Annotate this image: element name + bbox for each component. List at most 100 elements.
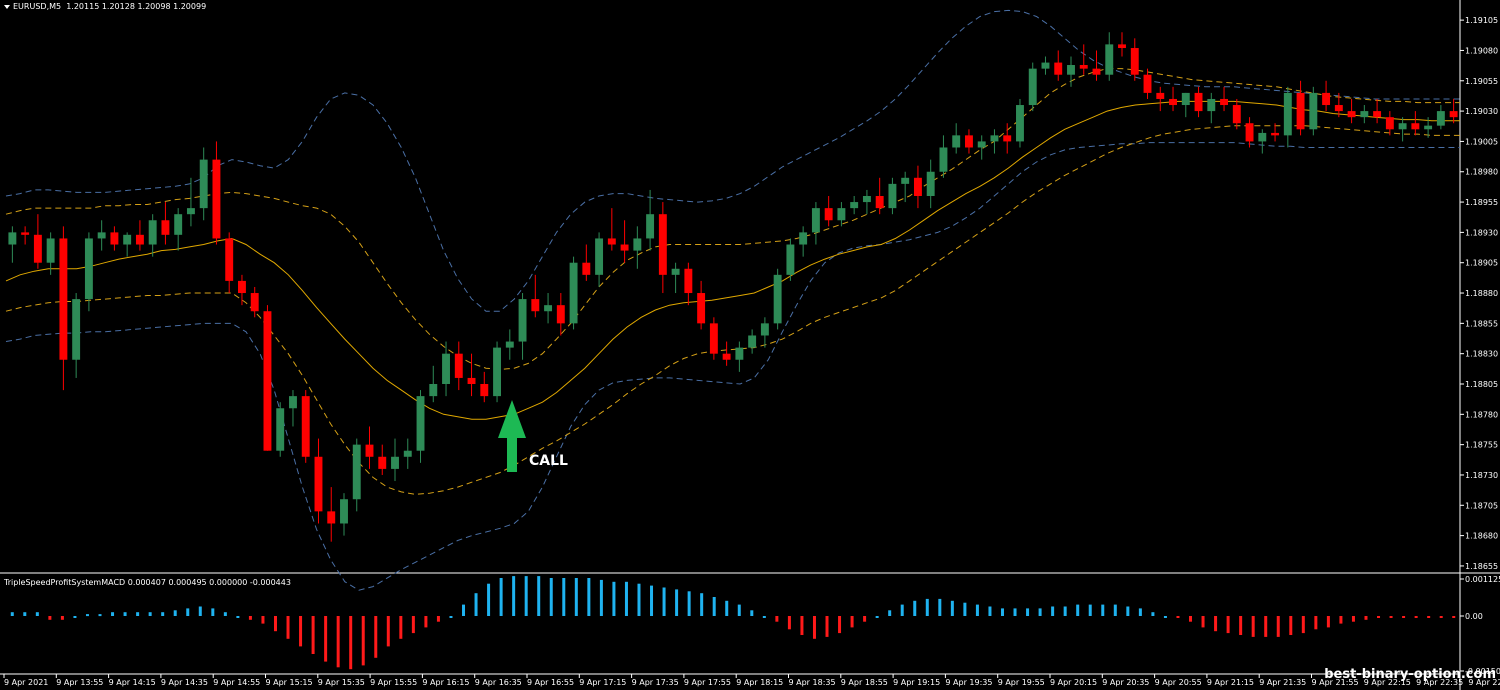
candle-body: [1143, 74, 1152, 93]
macd-bar: [650, 585, 654, 616]
price-tick-label: 1.18805: [1465, 380, 1498, 389]
candle: [1411, 111, 1420, 136]
call-signal-label: CALL: [529, 453, 568, 469]
time-tick-label: 9 Apr 14:35: [161, 678, 208, 687]
macd-bar: [712, 597, 716, 616]
macd-bar: [173, 610, 177, 616]
macd-bar: [825, 616, 829, 637]
macd-bar: [111, 612, 115, 616]
candle: [1449, 98, 1458, 124]
candle-body: [556, 305, 565, 324]
candle-body: [1309, 92, 1318, 130]
candle: [1360, 105, 1369, 124]
macd-bar: [1038, 608, 1042, 616]
lower-inner-band: [5, 125, 1460, 495]
candle: [1309, 86, 1318, 136]
macd-bar: [863, 616, 867, 622]
candle-body: [952, 135, 961, 148]
candle-body: [633, 238, 642, 251]
time-tick-label: 9 Apr 19:55: [998, 678, 1045, 687]
candle-body: [97, 232, 106, 239]
candle: [1169, 86, 1177, 112]
price-tick-label: 1.18880: [1465, 289, 1498, 298]
macd-bar: [411, 616, 415, 634]
time-tick-label: 9 Apr 22:15: [1364, 678, 1411, 687]
macd-bar: [1151, 612, 1155, 616]
macd-bar: [875, 616, 879, 618]
macd-bar: [1389, 616, 1393, 618]
macd-bar: [1214, 616, 1218, 632]
candle-body: [8, 232, 17, 245]
candle: [748, 329, 757, 354]
indicator-tick-label: 0.00: [1465, 612, 1483, 621]
candle-body: [1028, 68, 1037, 106]
candle: [1347, 98, 1356, 124]
candle: [595, 232, 604, 287]
candle: [1194, 86, 1203, 118]
candle: [569, 256, 578, 330]
price-tick-label: 1.18980: [1465, 168, 1498, 177]
macd-bar: [1201, 616, 1205, 628]
candle: [875, 177, 884, 215]
upper-inner-band: [5, 68, 1460, 370]
candle-body: [391, 456, 399, 469]
macd-bar: [1427, 616, 1431, 618]
indicator-tick-label: -0.001506: [1465, 667, 1500, 676]
candle-body: [161, 220, 170, 235]
candle-body: [289, 396, 297, 409]
candle: [1296, 80, 1305, 136]
candle-body: [735, 347, 744, 360]
candle-body: [1207, 98, 1216, 112]
macd-bar: [1189, 616, 1193, 622]
candle: [365, 426, 374, 469]
price-tick-label: 1.18730: [1465, 471, 1498, 480]
macd-bar: [261, 616, 265, 624]
candle: [314, 438, 323, 524]
time-tick-label: 9 Apr 22:35: [1416, 678, 1463, 687]
candle: [1003, 123, 1012, 154]
candle: [684, 262, 693, 306]
candle-body: [595, 238, 604, 275]
candle-body: [327, 511, 336, 524]
price-tick-label: 1.18955: [1465, 198, 1498, 207]
macd-bar: [474, 593, 478, 616]
candle-body: [862, 196, 871, 203]
macd-bar: [361, 616, 365, 666]
macd-bar: [1452, 616, 1456, 618]
candle-body: [263, 311, 272, 451]
time-tick-label: 9 Apr 20:55: [1155, 678, 1202, 687]
price-tick-label: 1.18680: [1465, 532, 1498, 541]
macd-bar: [73, 616, 77, 618]
symbol-label: EURUSD,M5: [13, 2, 62, 11]
candle: [531, 274, 540, 318]
candle-body: [748, 335, 757, 348]
time-tick-label: 9 Apr 17:35: [632, 678, 679, 687]
macd-bar: [737, 604, 741, 616]
candle: [174, 208, 183, 251]
candle: [697, 280, 706, 330]
candle: [1092, 50, 1101, 81]
macd-bar: [1000, 608, 1004, 616]
candle: [799, 226, 808, 257]
macd-bar: [424, 616, 428, 628]
candle-body: [123, 234, 132, 245]
candle: [1334, 92, 1343, 118]
candle: [403, 438, 412, 469]
candle-body: [21, 232, 30, 235]
candle-body: [1360, 111, 1369, 118]
candle-body: [837, 208, 846, 221]
candle-body: [824, 208, 833, 221]
candle-body: [1436, 111, 1445, 126]
candle-body: [850, 202, 859, 209]
candle-body: [773, 274, 782, 324]
candle: [1143, 68, 1152, 99]
candle-body: [1118, 44, 1126, 49]
dropdown-triangle-icon[interactable]: [4, 4, 10, 9]
candle: [620, 220, 629, 263]
candle-body: [1398, 123, 1407, 130]
candle-body: [84, 238, 93, 300]
macd-bar: [925, 598, 929, 616]
candle: [352, 438, 361, 512]
candle-body: [1271, 132, 1280, 136]
price-tick-label: 1.18930: [1465, 228, 1498, 237]
